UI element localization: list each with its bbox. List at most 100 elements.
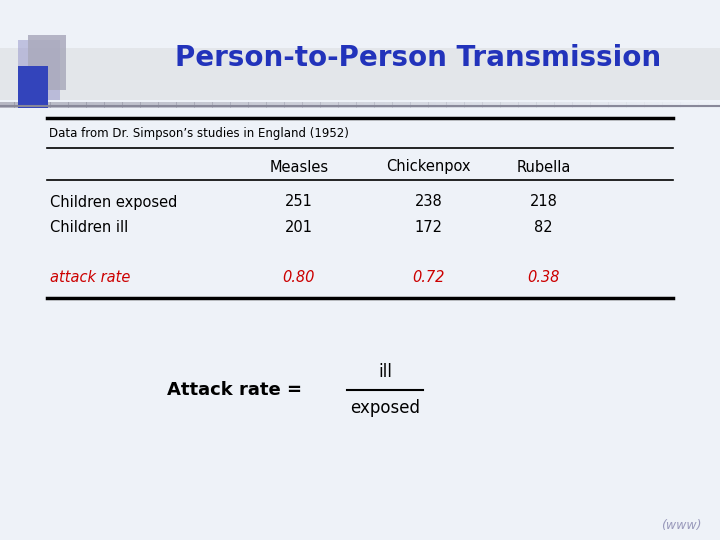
Bar: [72, 102, 76, 108]
Bar: [335, 102, 338, 108]
Bar: [331, 102, 335, 108]
Bar: [133, 102, 137, 108]
Bar: [529, 102, 533, 108]
Bar: [22, 102, 25, 108]
Bar: [79, 102, 83, 108]
Bar: [450, 102, 454, 108]
Bar: [364, 102, 367, 108]
Bar: [101, 102, 104, 108]
Bar: [547, 102, 551, 108]
Bar: [572, 102, 576, 108]
Bar: [252, 102, 256, 108]
Bar: [616, 102, 619, 108]
Bar: [382, 102, 385, 108]
Bar: [508, 102, 511, 108]
Text: Children exposed: Children exposed: [50, 194, 178, 210]
Bar: [648, 102, 652, 108]
Bar: [83, 102, 86, 108]
Bar: [396, 102, 400, 108]
Bar: [238, 102, 241, 108]
Bar: [623, 102, 626, 108]
Bar: [432, 102, 436, 108]
Bar: [652, 102, 655, 108]
Bar: [0, 48, 720, 100]
Bar: [274, 102, 277, 108]
Text: 201: 201: [285, 220, 312, 235]
Bar: [130, 102, 133, 108]
Bar: [587, 102, 590, 108]
Bar: [389, 102, 392, 108]
Bar: [43, 102, 47, 108]
Bar: [288, 102, 292, 108]
Bar: [378, 102, 382, 108]
Text: Chickenpox: Chickenpox: [386, 159, 471, 174]
Bar: [551, 102, 554, 108]
Text: Rubella: Rubella: [516, 159, 571, 174]
Bar: [223, 102, 227, 108]
Bar: [0, 102, 720, 108]
Bar: [518, 102, 522, 108]
Bar: [490, 102, 493, 108]
Bar: [666, 102, 670, 108]
Bar: [50, 102, 54, 108]
Bar: [475, 102, 479, 108]
Text: attack rate: attack rate: [50, 271, 131, 286]
Bar: [122, 102, 126, 108]
Text: Measles: Measles: [269, 159, 328, 174]
Bar: [418, 102, 421, 108]
Bar: [202, 102, 205, 108]
Bar: [353, 102, 356, 108]
Text: 172: 172: [415, 220, 442, 235]
Bar: [54, 102, 58, 108]
Bar: [112, 102, 115, 108]
Bar: [612, 102, 616, 108]
Bar: [493, 102, 497, 108]
Bar: [227, 102, 230, 108]
Bar: [173, 102, 176, 108]
Bar: [583, 102, 587, 108]
Bar: [670, 102, 673, 108]
Bar: [367, 102, 371, 108]
Bar: [446, 102, 450, 108]
Bar: [698, 102, 702, 108]
Text: 82: 82: [534, 220, 553, 235]
Bar: [184, 102, 187, 108]
Bar: [713, 102, 716, 108]
Bar: [504, 102, 508, 108]
Bar: [299, 102, 302, 108]
Bar: [410, 102, 414, 108]
Text: 218: 218: [530, 194, 557, 210]
Bar: [580, 102, 583, 108]
Text: exposed: exposed: [350, 399, 420, 417]
Bar: [544, 102, 547, 108]
Bar: [439, 102, 443, 108]
Bar: [691, 102, 695, 108]
Bar: [680, 102, 684, 108]
Bar: [659, 102, 662, 108]
Bar: [338, 102, 342, 108]
Bar: [194, 102, 198, 108]
Bar: [598, 102, 601, 108]
Text: Person-to-Person Transmission: Person-to-Person Transmission: [174, 44, 661, 72]
Bar: [36, 102, 40, 108]
Bar: [14, 102, 18, 108]
Bar: [342, 102, 346, 108]
Bar: [295, 102, 299, 108]
Bar: [407, 102, 410, 108]
Bar: [515, 102, 518, 108]
Bar: [428, 102, 432, 108]
Bar: [328, 102, 331, 108]
Bar: [608, 102, 612, 108]
Bar: [554, 102, 558, 108]
Bar: [263, 102, 266, 108]
Bar: [313, 102, 317, 108]
Bar: [220, 102, 223, 108]
Text: 251: 251: [285, 194, 312, 210]
Bar: [644, 102, 648, 108]
Bar: [464, 102, 468, 108]
Bar: [421, 102, 425, 108]
Bar: [148, 102, 151, 108]
Bar: [259, 102, 263, 108]
Bar: [472, 102, 475, 108]
Bar: [18, 102, 22, 108]
